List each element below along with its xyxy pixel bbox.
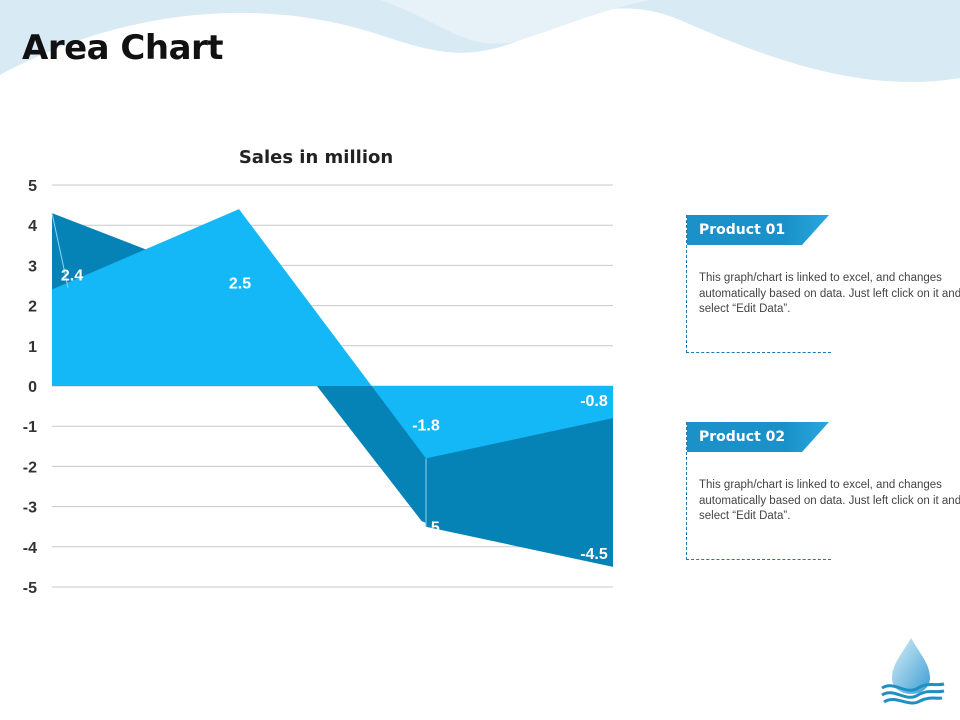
legend-tab-product-01: Product 01 — [687, 215, 829, 245]
data-label: 4.3 — [59, 194, 81, 211]
y-tick-label: -2 — [23, 459, 37, 476]
water-drop-logo-icon — [881, 638, 945, 705]
data-label: 2.4 — [61, 268, 83, 285]
data-labels: 4.3 2.5 -3.5 -4.5 2.4 4.4 -1.8 -0.8 — [59, 193, 608, 563]
data-label: 2.5 — [229, 276, 251, 293]
leader-line — [51, 213, 69, 288]
header-wave-decoration — [0, 0, 960, 83]
legend-product-01: Product 01 This graph/chart is linked to… — [686, 215, 960, 353]
y-tick-label: -5 — [23, 580, 37, 597]
page-title: Area Chart — [22, 28, 224, 68]
y-tick-label: 4 — [28, 218, 37, 235]
data-label: 4.4 — [229, 193, 251, 210]
y-axis-ticks: 5 4 3 2 1 0 -1 -2 -3 -4 -5 — [23, 178, 37, 597]
area-series — [51, 209, 613, 567]
legend-tab-product-02: Product 02 — [687, 422, 829, 452]
chart-title: Sales in million — [239, 147, 393, 168]
legend-product-02: Product 02 This graph/chart is linked to… — [686, 422, 960, 560]
y-tick-label: -4 — [23, 540, 37, 557]
y-tick-label: 0 — [28, 379, 37, 396]
y-tick-label: 1 — [28, 339, 37, 356]
legend-description-product-01: This graph/chart is linked to excel, and… — [699, 272, 960, 315]
legend-description-product-02: This graph/chart is linked to excel, and… — [699, 479, 960, 522]
y-tick-label: -1 — [23, 419, 37, 436]
y-tick-label: 3 — [28, 258, 37, 275]
y-tick-label: -3 — [23, 500, 37, 517]
area-product-02 — [52, 209, 613, 459]
y-tick-label: 2 — [28, 299, 37, 316]
data-label: -0.8 — [580, 393, 608, 410]
y-tick-label: 5 — [28, 178, 37, 195]
data-label: -3.5 — [412, 520, 440, 537]
data-label: -1.8 — [412, 417, 440, 434]
data-label: -4.5 — [580, 546, 608, 563]
